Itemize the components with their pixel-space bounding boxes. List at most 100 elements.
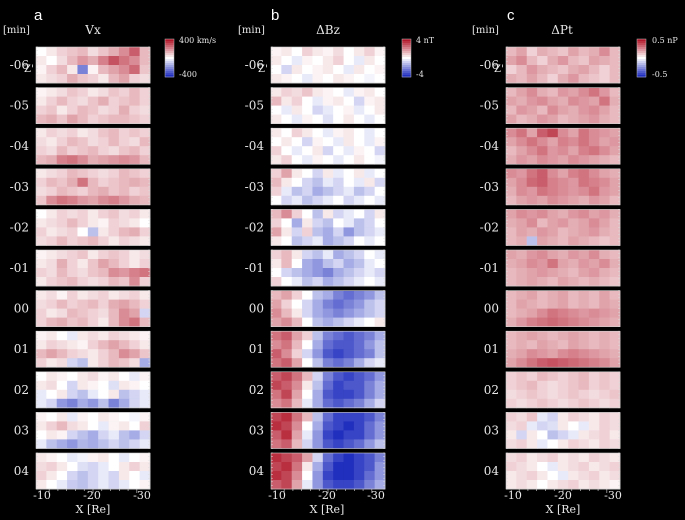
cell-a-10-3-2 bbox=[56, 480, 68, 490]
cell-c-8-0-1 bbox=[516, 371, 528, 382]
cell-b-4-1-10 bbox=[374, 218, 386, 228]
cell-b-7-3-10 bbox=[374, 358, 386, 368]
colorbar-min-label-b: -4 bbox=[416, 70, 424, 79]
cell-b-1-2-8 bbox=[353, 105, 365, 115]
cell-c-2-3-9 bbox=[599, 155, 611, 165]
cell-c-0-1-1 bbox=[516, 56, 528, 66]
cell-a-9-3-10 bbox=[139, 439, 151, 449]
cell-a-3-3-7 bbox=[108, 195, 120, 206]
cell-c-10-2-6 bbox=[568, 471, 579, 481]
cell-c-7-3-4 bbox=[547, 358, 559, 368]
cell-b-1-0-2 bbox=[291, 87, 303, 97]
cell-a-4-0-6 bbox=[98, 209, 109, 219]
cell-c-10-2-1 bbox=[516, 471, 528, 481]
cell-b-2-3-9 bbox=[364, 155, 376, 165]
cell-a-3-1-7 bbox=[108, 177, 120, 188]
cell-a-10-0-7 bbox=[108, 453, 120, 463]
colorbar-segment-b bbox=[402, 43, 411, 46]
cell-a-2-1-0 bbox=[36, 137, 47, 147]
cell-b-6-2-2 bbox=[291, 308, 303, 318]
cell-a-10-3-1 bbox=[46, 480, 58, 490]
cell-c-3-0-7 bbox=[578, 168, 590, 179]
cell-b-8-3-1 bbox=[281, 398, 293, 409]
cell-b-7-1-7 bbox=[343, 340, 355, 350]
cell-b-9-1-5 bbox=[322, 421, 334, 431]
cell-c-1-3-9 bbox=[599, 114, 611, 124]
cell-a-5-1-5 bbox=[87, 259, 99, 269]
cell-b-0-1-8 bbox=[353, 56, 365, 66]
cell-a-8-2-9 bbox=[129, 389, 141, 400]
cell-c-4-1-7 bbox=[578, 218, 590, 228]
cell-a-1-2-1 bbox=[46, 105, 58, 115]
xtick-b-2: -20 bbox=[318, 489, 336, 502]
cell-a-1-1-7 bbox=[108, 96, 120, 106]
cell-a-0-1-7 bbox=[108, 56, 120, 66]
cell-b-2-3-5 bbox=[322, 155, 334, 165]
cell-c-4-1-9 bbox=[599, 218, 611, 228]
cell-a-1-2-10 bbox=[139, 105, 151, 115]
cell-c-0-0-9 bbox=[599, 47, 611, 57]
cell-b-7-3-3 bbox=[302, 358, 313, 368]
cell-c-0-3-0 bbox=[506, 74, 517, 84]
colorbar-max-label-a: 400 km/s bbox=[179, 36, 216, 45]
cell-c-0-3-3 bbox=[537, 74, 548, 84]
cell-c-0-2-0 bbox=[506, 65, 517, 75]
cell-a-6-2-5 bbox=[87, 308, 99, 318]
cell-a-8-1-10 bbox=[139, 380, 151, 391]
cell-b-3-2-9 bbox=[364, 186, 376, 197]
cell-b-8-1-3 bbox=[302, 380, 313, 391]
cell-c-6-2-4 bbox=[547, 308, 559, 318]
cell-a-5-1-1 bbox=[46, 259, 58, 269]
cell-a-1-3-8 bbox=[118, 114, 130, 124]
cell-c-9-1-1 bbox=[516, 421, 528, 431]
cell-a-5-1-2 bbox=[56, 259, 68, 269]
cell-b-1-0-1 bbox=[281, 87, 293, 97]
cell-a-4-1-5 bbox=[87, 218, 99, 228]
cell-a-4-3-3 bbox=[67, 236, 78, 246]
cell-b-4-1-7 bbox=[343, 218, 355, 228]
cell-b-10-2-5 bbox=[322, 471, 334, 481]
cell-a-0-0-7 bbox=[108, 47, 120, 57]
cell-c-4-2-10 bbox=[609, 227, 621, 237]
cell-c-8-2-10 bbox=[609, 389, 621, 400]
cell-a-6-0-6 bbox=[98, 290, 109, 300]
cell-a-7-0-8 bbox=[118, 331, 130, 341]
cell-c-9-2-3 bbox=[537, 430, 548, 440]
cell-b-1-0-5 bbox=[322, 87, 334, 97]
cell-c-5-1-8 bbox=[588, 259, 600, 269]
cell-c-1-1-8 bbox=[588, 96, 600, 106]
cell-c-4-0-6 bbox=[568, 209, 579, 219]
cell-a-7-2-6 bbox=[98, 349, 109, 359]
cell-c-3-3-8 bbox=[588, 195, 600, 206]
cell-a-5-1-4 bbox=[77, 259, 89, 269]
cell-a-3-3-3 bbox=[67, 195, 78, 206]
cell-b-0-2-2 bbox=[291, 65, 303, 75]
cell-b-10-2-0 bbox=[271, 471, 282, 481]
cell-b-4-3-9 bbox=[364, 236, 376, 246]
cell-b-10-3-2 bbox=[291, 480, 303, 490]
cell-a-1-2-6 bbox=[98, 105, 109, 115]
cell-c-4-1-5 bbox=[557, 218, 569, 228]
cell-c-4-0-3 bbox=[537, 209, 548, 219]
cell-b-10-3-5 bbox=[322, 480, 334, 490]
cell-a-0-2-0 bbox=[36, 65, 47, 75]
panel-letter-b: b bbox=[271, 7, 279, 24]
cell-c-5-0-2 bbox=[526, 250, 538, 260]
cell-b-10-0-9 bbox=[364, 453, 376, 463]
cell-b-6-0-3 bbox=[302, 290, 313, 300]
cell-b-9-1-9 bbox=[364, 421, 376, 431]
cell-b-10-2-3 bbox=[302, 471, 313, 481]
cell-a-0-1-6 bbox=[98, 56, 109, 66]
cell-b-5-0-9 bbox=[364, 250, 376, 260]
cell-c-10-2-0 bbox=[506, 471, 517, 481]
cell-b-3-0-0 bbox=[271, 168, 282, 179]
cell-b-7-1-8 bbox=[353, 340, 365, 350]
cell-b-3-1-9 bbox=[364, 177, 376, 188]
cell-a-7-2-0 bbox=[36, 349, 47, 359]
cell-b-10-1-8 bbox=[353, 462, 365, 472]
cell-a-8-1-4 bbox=[77, 380, 89, 391]
cell-c-9-0-8 bbox=[588, 412, 600, 422]
cell-b-7-0-7 bbox=[343, 331, 355, 341]
cell-a-10-0-3 bbox=[67, 453, 78, 463]
cell-a-8-1-8 bbox=[118, 380, 130, 391]
